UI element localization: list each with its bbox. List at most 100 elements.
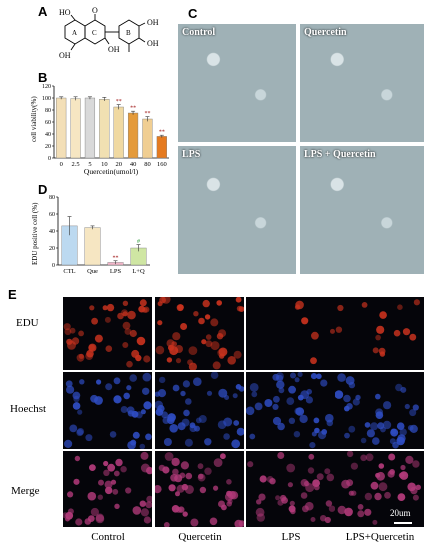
cell-nucleus xyxy=(310,357,317,365)
cell-nucleus xyxy=(372,437,380,445)
cell-nucleus xyxy=(140,508,149,517)
cell-nucleus xyxy=(195,417,202,424)
cell-nucleus xyxy=(73,478,80,485)
cell-nucleus xyxy=(307,467,315,474)
cell-nucleus xyxy=(348,425,356,433)
cell-nucleus xyxy=(255,507,265,517)
cell-nucleus xyxy=(295,407,305,416)
cell-nucleus xyxy=(404,403,410,410)
y-tick-label: 0 xyxy=(48,156,51,162)
atom-label: OH xyxy=(59,51,71,60)
fluorescence-image xyxy=(335,372,424,449)
cell-nucleus xyxy=(95,513,105,522)
cell-nucleus xyxy=(413,299,420,306)
cell-nucleus xyxy=(122,311,128,317)
cell-nucleus xyxy=(213,485,219,491)
cell-nucleus xyxy=(344,507,353,517)
cell-nucleus xyxy=(77,409,83,415)
cell-nucleus xyxy=(131,349,140,358)
cell-nucleus xyxy=(375,334,381,341)
x-tick-label: 10 xyxy=(101,161,108,168)
cell-nucleus xyxy=(206,390,213,396)
cell-nucleus xyxy=(113,470,120,477)
bar xyxy=(84,227,101,266)
cell-nucleus xyxy=(372,519,378,525)
cell-nucleus xyxy=(213,458,223,467)
cell-nucleus xyxy=(182,511,188,517)
cell-nucleus xyxy=(185,398,192,405)
cell-nucleus xyxy=(309,442,316,449)
ring-b xyxy=(118,19,140,45)
cell-nucleus xyxy=(355,394,361,401)
cell-nucleus xyxy=(63,323,71,331)
cell-nucleus xyxy=(193,311,199,317)
cell-nucleus xyxy=(67,340,76,350)
column-label-control: Control xyxy=(91,531,125,543)
cell-nucleus xyxy=(212,361,221,370)
column-label-quercetin: Quercetin xyxy=(178,531,222,543)
cell-nucleus xyxy=(198,415,207,423)
cell-nucleus xyxy=(379,311,387,319)
cell-nucleus xyxy=(308,453,315,460)
cell-nucleus xyxy=(233,350,242,359)
cell-nucleus xyxy=(276,374,284,382)
ring-label: A xyxy=(72,29,77,37)
x-tick-label: 2.5 xyxy=(72,161,80,168)
y-axis-label: cell viability(%) xyxy=(30,96,38,142)
cell-nucleus xyxy=(311,431,317,437)
cell-nucleus xyxy=(204,467,212,475)
cell-nucleus xyxy=(110,479,117,485)
cell-nucleus xyxy=(177,304,184,311)
cell-nucleus xyxy=(181,418,190,427)
cell-nucleus xyxy=(375,472,381,478)
cell-nucleus xyxy=(159,376,166,384)
x-tick-label: 5 xyxy=(88,161,91,168)
cell-nucleus xyxy=(290,372,296,379)
cell-nucleus xyxy=(226,479,232,485)
cell-nucleus xyxy=(163,438,172,446)
y-axis-label: EDU positive cell (%) xyxy=(31,202,39,265)
cell-nucleus xyxy=(197,463,204,470)
atom-label: O xyxy=(92,6,98,15)
cell-nucleus xyxy=(72,402,81,410)
cell-nucleus xyxy=(69,424,78,433)
scale-label: 20um xyxy=(390,508,411,518)
cell-nucleus xyxy=(399,428,407,436)
ring-label: C xyxy=(92,29,97,37)
cell-nucleus xyxy=(129,329,137,338)
cell-nucleus xyxy=(143,401,152,410)
cell-nucleus xyxy=(163,522,170,527)
cell-nucleus xyxy=(238,520,244,527)
cell-nucleus xyxy=(190,518,199,527)
cell-nucleus xyxy=(350,462,358,470)
cell-nucleus xyxy=(389,438,396,445)
cell-nucleus xyxy=(139,299,147,307)
cell-nucleus xyxy=(184,485,194,494)
cell-nucleus xyxy=(124,328,132,335)
cell-nucleus xyxy=(402,328,411,336)
cell-nucleus xyxy=(401,471,407,477)
cell-nucleus xyxy=(236,427,244,436)
cell-nucleus xyxy=(109,431,117,438)
scale-bar xyxy=(394,522,412,524)
cell-nucleus xyxy=(199,486,207,494)
cell-nucleus xyxy=(249,383,259,392)
cell-nucleus xyxy=(142,372,152,382)
fluorescence-image xyxy=(155,372,244,449)
panel-label-a: A xyxy=(38,4,48,19)
micrograph-control: Control xyxy=(178,24,296,142)
cell-nucleus xyxy=(366,429,375,438)
micrograph-lps-quercetin: LPS + Quercetin xyxy=(300,146,424,274)
cell-nucleus xyxy=(205,340,213,348)
cell-nucleus xyxy=(143,516,151,524)
cell-nucleus xyxy=(197,473,206,482)
x-tick-label: Que xyxy=(87,268,98,275)
cell-nucleus xyxy=(299,414,308,424)
cell-nucleus xyxy=(78,330,84,337)
cell-nucleus xyxy=(198,317,205,325)
cell-nucleus xyxy=(277,422,285,431)
cell-nucleus xyxy=(122,342,129,348)
cell-nucleus xyxy=(105,486,113,495)
cell-nucleus xyxy=(341,479,350,489)
cell-nucleus xyxy=(328,505,335,512)
